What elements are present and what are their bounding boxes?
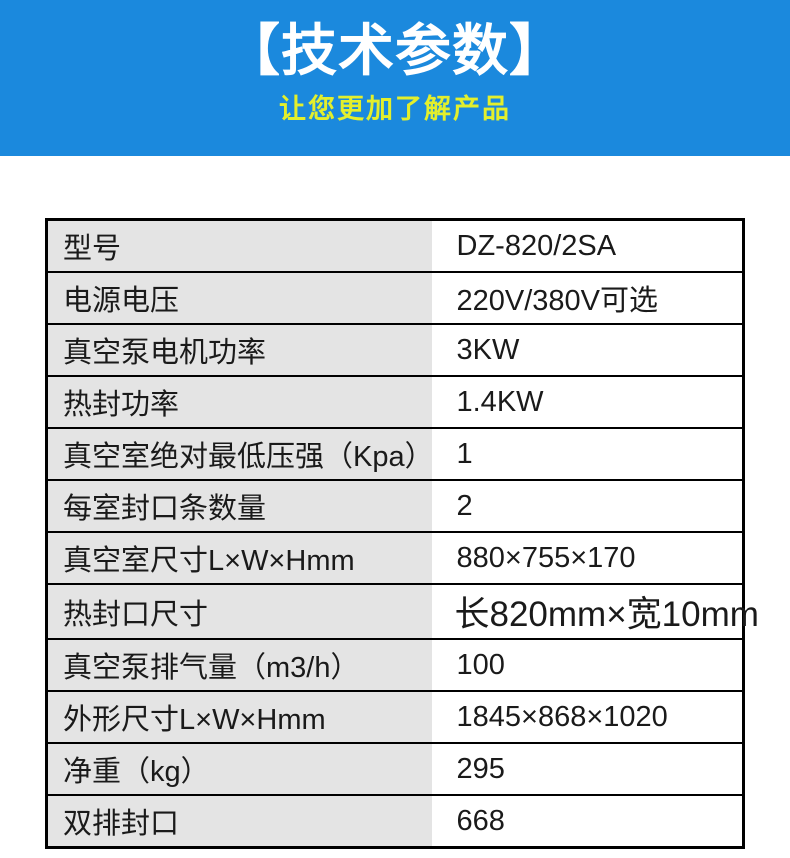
spec-value: 3KW bbox=[431, 323, 744, 376]
table-row: 真空泵排气量（m3/h） 100 bbox=[46, 638, 744, 691]
table-row: 电源电压 220V/380V可选 bbox=[46, 271, 744, 324]
spec-value: 668 bbox=[431, 794, 744, 848]
table-row: 真空室尺寸L×W×Hmm 880×755×170 bbox=[46, 531, 744, 584]
table-row: 外形尺寸L×W×Hmm 1845×868×1020 bbox=[46, 690, 744, 743]
table-row: 每室封口条数量 2 bbox=[46, 479, 744, 532]
spec-label: 每室封口条数量 bbox=[46, 479, 432, 532]
spec-value: 100 bbox=[431, 638, 744, 691]
spec-label: 真空泵排气量（m3/h） bbox=[46, 638, 432, 691]
spec-value: DZ-820/2SA bbox=[431, 219, 744, 272]
table-row: 双排封口 668 bbox=[46, 794, 744, 848]
table-row: 净重（kg） 295 bbox=[46, 742, 744, 795]
table-row: 真空室绝对最低压强（Kpa） 1 bbox=[46, 427, 744, 480]
page-title: 【技术参数】 bbox=[224, 19, 566, 82]
spec-label: 热封口尺寸 bbox=[46, 583, 432, 639]
spec-label: 真空室绝对最低压强（Kpa） bbox=[46, 427, 434, 480]
spec-value: 220V/380V可选 bbox=[431, 271, 744, 324]
spec-label: 型号 bbox=[46, 219, 432, 272]
spec-value: 1 bbox=[431, 427, 744, 480]
spec-label: 电源电压 bbox=[46, 271, 432, 324]
spec-label: 外形尺寸L×W×Hmm bbox=[46, 690, 432, 743]
page-subtitle: 让您更加了解产品 bbox=[279, 94, 511, 124]
spec-label: 热封功率 bbox=[46, 375, 432, 428]
spec-value: 1.4KW bbox=[431, 375, 744, 428]
spec-label: 真空室尺寸L×W×Hmm bbox=[46, 531, 432, 584]
spec-value: 880×755×170 bbox=[431, 531, 744, 584]
spec-label: 双排封口 bbox=[46, 794, 432, 848]
spec-value: 1845×868×1020 bbox=[431, 690, 744, 743]
header-banner: 【技术参数】 让您更加了解产品 bbox=[0, 0, 790, 156]
spec-value: 2 bbox=[431, 479, 744, 532]
table-row: 热封功率 1.4KW bbox=[46, 375, 744, 428]
spec-value: 295 bbox=[431, 742, 744, 795]
table-row: 型号 DZ-820/2SA bbox=[46, 219, 744, 272]
spec-table: 型号 DZ-820/2SA 电源电压 220V/380V可选 真空泵电机功率 3… bbox=[45, 218, 759, 849]
table-row: 热封口尺寸 长820mm×宽10mm bbox=[46, 583, 759, 639]
spec-label: 净重（kg） bbox=[46, 742, 432, 795]
spec-table-body: 型号 DZ-820/2SA 电源电压 220V/380V可选 真空泵电机功率 3… bbox=[46, 219, 759, 848]
table-row: 真空泵电机功率 3KW bbox=[46, 323, 744, 376]
spec-label: 真空泵电机功率 bbox=[46, 323, 432, 376]
spec-value: 长820mm×宽10mm bbox=[431, 583, 759, 639]
